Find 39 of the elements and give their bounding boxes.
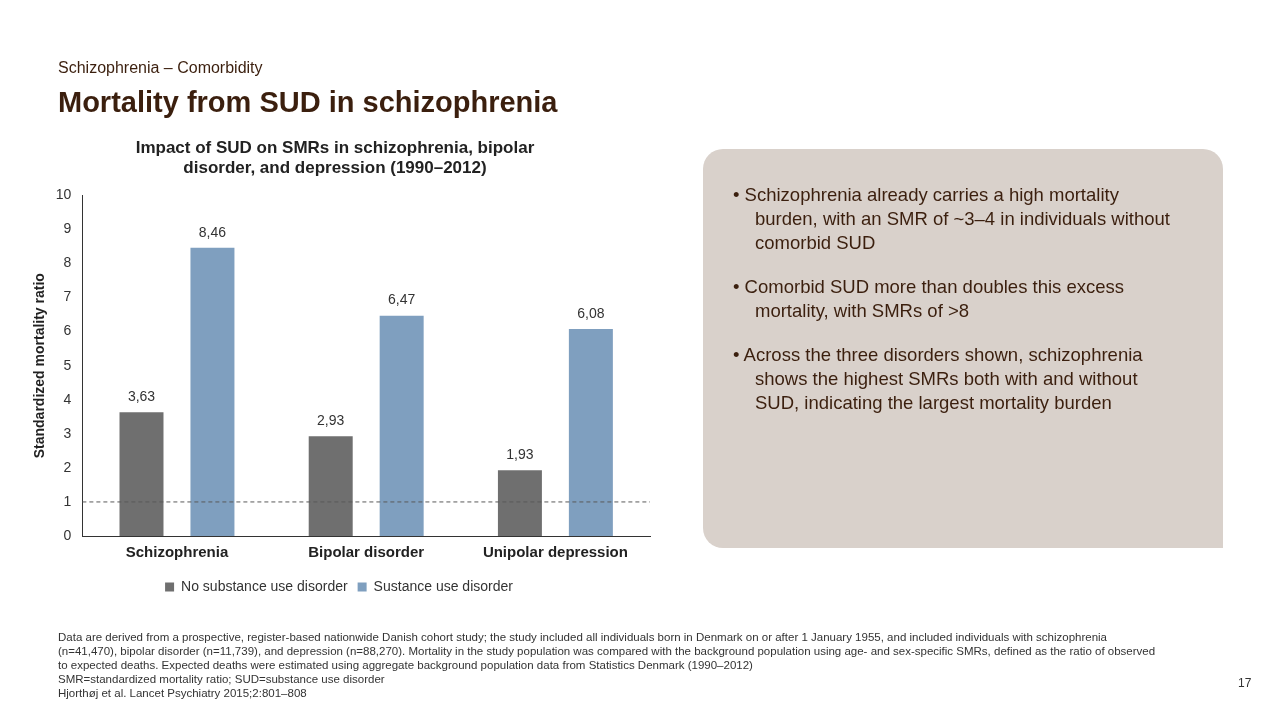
y-tick-label: 8 xyxy=(63,254,72,271)
legend-label: Sustance use disorder xyxy=(373,577,514,594)
y-tick-label: 5 xyxy=(63,356,72,373)
bar xyxy=(497,470,542,536)
data-label: 3,63 xyxy=(127,388,156,405)
text: 17 xyxy=(1238,676,1252,690)
x-tick-label: Bipolar disorder xyxy=(308,543,425,561)
text: Hjorthøj et al. Lancet Psychiatry 2015;2:801–808 xyxy=(58,686,308,700)
y-tick-label: 1 xyxy=(63,492,72,509)
data-label: 2,93 xyxy=(317,412,345,429)
bar xyxy=(119,412,164,536)
y-tick-label: 0 xyxy=(63,526,72,543)
text: Data are derived from a prospective, register-based nationwide Danish cohort study; the study included all individuals born in Denmark on or after 1 January 1955, and included individuals with schizophrenia (n=41,470), bipolar disorder (n=11,739), and depression (n=88,270). Mortality in the study population was compared with the background population using age- and sex-specific SMRs, defined as the ratio of observed to expected deaths. Expected deaths were estimated using aggregate background population data from Statistics Denmark (1990–2012) xyxy=(58,630,1157,672)
text: • Across the three disorders shown, schizophrenia shows the highest SMRs both with and without SUD, indicating the largest mortality burden xyxy=(733,343,1144,415)
y-tick-label: 2 xyxy=(63,458,72,475)
x-tick-label: Unipolar depression xyxy=(482,543,628,561)
bar xyxy=(568,328,613,536)
text: Mortality from SUD in schizophrenia xyxy=(58,86,558,119)
text: • Schizophrenia already carries a high mortality burden, with an SMR of ~3–4 in individuals without comorbid SUD xyxy=(733,183,1171,255)
text: • Comorbid SUD more than doubles this excess mortality, with SMRs of >8 xyxy=(733,275,1126,323)
data-label: 8,46 xyxy=(198,223,227,240)
y-tick-label: 3 xyxy=(63,424,72,441)
data-label: 6,08 xyxy=(577,304,605,321)
y-tick-label: 10 xyxy=(55,186,72,203)
y-tick-label: 6 xyxy=(63,322,72,339)
bar xyxy=(308,436,353,536)
text: Schizophrenia – Comorbidity xyxy=(58,59,263,77)
data-label: 6,47 xyxy=(388,291,416,308)
y-tick-label: 7 xyxy=(63,288,72,305)
chart-title: Impact of SUD on SMRs in schizophrenia, bipolar disorder, and depression (1990–2012) xyxy=(134,138,536,178)
bar xyxy=(379,315,424,536)
y-axis-title: Standardized mortality ratio xyxy=(31,273,48,459)
x-tick-label: Schizophrenia xyxy=(125,543,229,561)
text: SMR=standardized mortality ratio; SUD=substance use disorder xyxy=(58,672,386,686)
data-label: 1,93 xyxy=(506,446,534,463)
y-tick-label: 9 xyxy=(63,220,72,237)
y-tick-label: 4 xyxy=(63,390,72,407)
legend-label: No substance use disorder xyxy=(181,577,348,594)
bar xyxy=(190,247,235,536)
